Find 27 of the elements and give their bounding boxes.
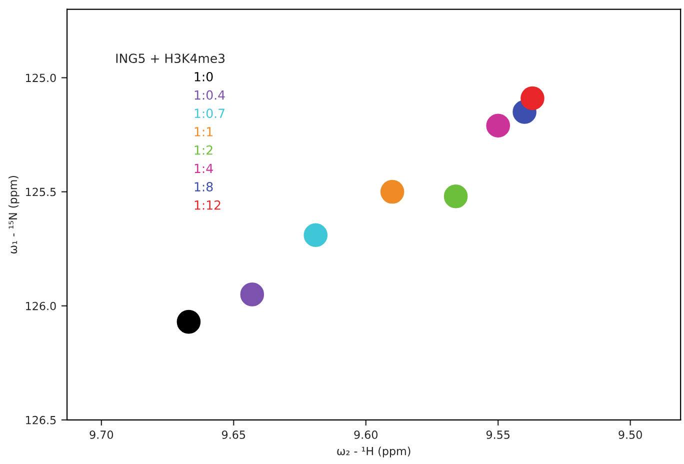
x-tick-label: 9.60 — [354, 430, 378, 439]
y-tick-label: 126.0 — [26, 302, 56, 310]
text: 1:2 — [194, 145, 212, 155]
point — [304, 223, 328, 248]
text: 1:1 — [194, 127, 212, 136]
x-tick-label: 9.70 — [90, 430, 114, 439]
text: 1:0.7 — [194, 108, 224, 118]
y-tick-label: 125.0 — [26, 74, 56, 82]
x-tick-label: 9.65 — [222, 430, 246, 439]
text: 1:12 — [194, 200, 220, 210]
text: 1:0.4 — [194, 90, 225, 100]
y-tick-label: 126.5 — [26, 416, 56, 424]
x-tick-label: 9.55 — [486, 430, 510, 439]
point — [240, 282, 264, 306]
text: 1:8 — [194, 182, 213, 192]
point — [380, 180, 404, 204]
point — [444, 184, 468, 208]
legend-title: ING5 + H3K4me3 — [116, 54, 225, 64]
y-tick-label: 125.5 — [26, 188, 56, 196]
x-axis-title: ω₂ - ¹H (ppm) — [337, 446, 410, 458]
text: 1:4 — [194, 164, 213, 173]
point — [520, 86, 544, 110]
text: 1:0 — [194, 72, 213, 82]
point — [486, 114, 510, 138]
y-axis-title: ω₁ - ¹⁵N (ppm) — [8, 176, 20, 254]
x-tick-label: 9.50 — [618, 430, 642, 439]
point — [176, 310, 201, 334]
